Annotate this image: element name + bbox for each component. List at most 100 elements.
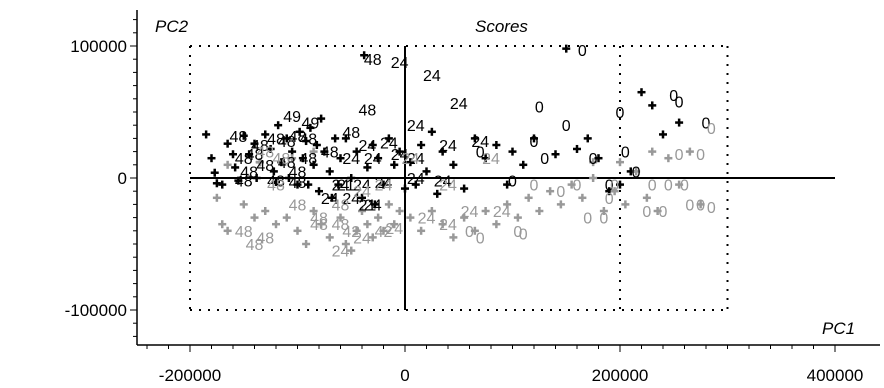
data-point-marker	[427, 127, 436, 136]
data-point-marker	[583, 134, 592, 143]
data-point-marker	[347, 246, 356, 255]
data-point-label: 0	[578, 43, 587, 60]
data-point-marker	[567, 180, 576, 189]
data-point-label: 48	[267, 131, 285, 148]
data-point-label: 0	[476, 230, 485, 247]
points-layer	[202, 44, 705, 255]
data-point-marker	[379, 180, 388, 189]
data-point-label: 0	[583, 211, 592, 228]
data-point-marker	[341, 134, 350, 143]
data-point-marker	[336, 154, 345, 163]
data-point-label: 24	[353, 184, 371, 201]
data-point-marker	[282, 134, 291, 143]
data-point-marker	[503, 200, 512, 209]
data-point-label: 48	[246, 237, 264, 254]
data-point-label: 0	[599, 211, 608, 228]
data-point-marker	[637, 88, 646, 97]
data-point-label: 24	[434, 174, 452, 191]
data-point-label: 0	[508, 174, 517, 191]
data-point-marker	[358, 193, 366, 202]
data-point-marker	[272, 177, 280, 186]
data-point-label: 48	[278, 155, 296, 172]
data-point-label: 0	[702, 116, 711, 133]
data-point-marker	[417, 226, 426, 235]
data-point-label: 48	[364, 52, 382, 69]
data-point-marker	[573, 144, 581, 153]
data-point-label: 24	[332, 244, 350, 261]
data-point-marker	[306, 123, 315, 132]
data-point-marker	[411, 180, 420, 189]
data-point-label: 0	[513, 224, 522, 241]
data-point-label: 48	[358, 102, 376, 119]
data-point-marker	[642, 193, 651, 202]
data-point-marker	[252, 174, 261, 182]
data-point-marker	[390, 220, 399, 229]
data-point-marker	[288, 154, 297, 163]
data-point-marker	[513, 213, 522, 222]
data-point-label: 0	[476, 145, 485, 162]
data-point-marker	[360, 51, 369, 60]
data-point-marker	[406, 158, 415, 167]
data-point-marker	[363, 220, 372, 229]
data-point-marker	[282, 213, 291, 222]
x-axis-title: PC1	[822, 319, 855, 338]
data-point-marker	[255, 158, 264, 167]
data-point-marker	[207, 154, 216, 163]
axes-layer: -100000 0 100000 -200000 0 200000 400000	[65, 10, 880, 385]
data-point-marker	[438, 220, 447, 229]
data-point-label: 48	[310, 211, 328, 228]
data-point-marker	[363, 163, 372, 172]
data-point-label: 24	[375, 175, 393, 192]
data-point-marker	[675, 118, 684, 127]
data-point-marker	[384, 134, 393, 143]
y-tick-label: 100000	[70, 37, 127, 56]
data-point-marker	[202, 130, 211, 139]
data-point-label: 49	[283, 109, 301, 126]
data-point-marker	[327, 193, 336, 202]
chart-title: Scores	[475, 17, 528, 36]
data-point-label: 24	[342, 191, 360, 208]
data-point-label: 0	[535, 100, 544, 117]
data-point-marker	[223, 160, 232, 169]
data-point-marker	[460, 213, 469, 222]
data-point-marker	[284, 174, 293, 182]
data-point-marker	[315, 187, 323, 196]
data-point-marker	[266, 144, 275, 153]
data-point-marker	[336, 213, 345, 222]
data-point-marker	[309, 147, 318, 156]
data-point-marker	[449, 233, 458, 242]
data-point-marker	[293, 180, 302, 189]
data-point-label: 48	[272, 151, 290, 168]
data-point-marker	[519, 160, 528, 169]
data-point-marker	[621, 200, 630, 209]
data-point-label: 0	[632, 164, 641, 181]
data-point-label: 24	[358, 138, 376, 155]
data-point-label: 24	[385, 221, 403, 238]
data-point-label: 0	[707, 200, 716, 217]
data-point-label: 48	[321, 145, 339, 162]
data-point-label: 24	[353, 178, 371, 195]
data-point-marker	[341, 240, 350, 248]
data-point-marker	[551, 150, 560, 159]
data-point-label: 0	[664, 178, 673, 195]
data-point-marker	[653, 207, 662, 215]
data-point-marker	[535, 207, 544, 215]
data-point-label: 0	[685, 197, 694, 214]
data-point-marker	[384, 200, 393, 209]
data-point-marker	[245, 150, 254, 159]
data-point-marker	[302, 240, 311, 248]
data-point-marker	[239, 200, 248, 209]
data-point-label: 48	[289, 197, 307, 214]
data-point-marker	[562, 44, 571, 53]
data-point-label: 0	[707, 121, 716, 138]
data-point-marker	[616, 180, 624, 189]
data-point-label: 24	[332, 178, 350, 195]
data-point-marker	[347, 174, 356, 182]
data-point-marker	[449, 160, 458, 169]
data-point-label: 24	[353, 230, 371, 247]
data-point-label: 0	[530, 178, 539, 195]
data-point-label: 24	[364, 197, 382, 214]
data-point-marker	[599, 207, 608, 215]
data-point-marker	[589, 158, 598, 167]
data-point-marker	[685, 147, 694, 156]
